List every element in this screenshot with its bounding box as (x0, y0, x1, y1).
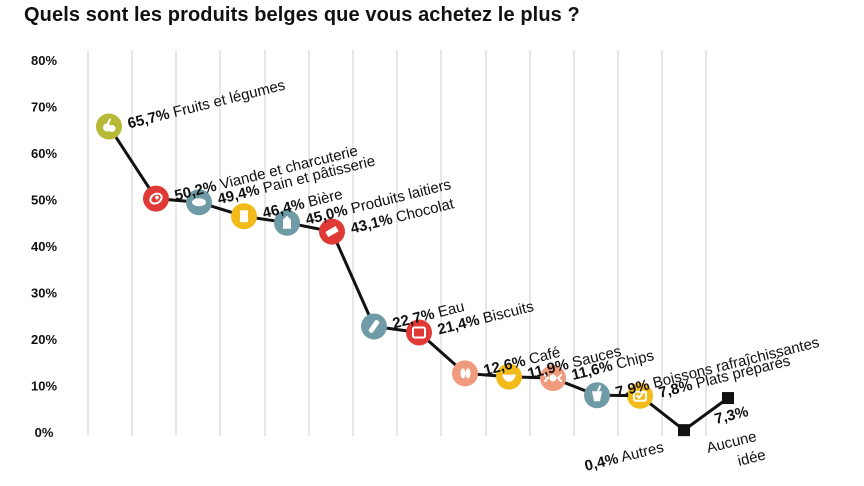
glyph-shape (283, 215, 291, 229)
y-tick-label: 80% (31, 53, 57, 68)
marker-beer-glass-icon[interactable] (231, 203, 257, 230)
square-marker-shape (722, 392, 734, 405)
glyph-shape (460, 368, 466, 379)
grid-lines (87, 50, 707, 436)
y-tick-label: 60% (31, 146, 57, 161)
glyph-shape (108, 124, 116, 132)
data-label-value: 65,7% (126, 106, 171, 133)
marker-soft-drink-icon[interactable] (584, 382, 610, 409)
square-marker-shape (678, 424, 690, 437)
glyph-shape (592, 391, 602, 402)
meat-icon (149, 192, 163, 205)
y-axis: 0% 10% 20% 30% 40% 50% 60% 70% 80% (31, 53, 57, 440)
soft-drink-icon (592, 385, 602, 402)
y-tick-label: 0% (35, 425, 54, 440)
sauce-boat-icon (502, 374, 516, 382)
glyph-shape (149, 192, 163, 205)
bread-icon (192, 198, 206, 207)
y-tick-label: 20% (31, 332, 57, 347)
water-bottle-icon (368, 320, 380, 333)
y-tick-label: 30% (31, 286, 57, 301)
y-tick-label: 70% (31, 100, 57, 115)
milk-carton-icon (283, 215, 291, 229)
chocolate-icon (325, 225, 339, 238)
y-tick-label: 50% (31, 193, 57, 208)
data-label-name: Autres (616, 439, 665, 467)
marker-biscuit-icon[interactable] (406, 319, 432, 346)
glyph-shape (636, 391, 644, 400)
apple-icon (103, 118, 116, 132)
marker-coffee-beans-icon[interactable] (452, 360, 478, 387)
coffee-beans-icon (460, 368, 471, 379)
marker-ready-meal-icon[interactable] (627, 382, 653, 409)
glyph-shape (155, 195, 159, 200)
glyph-shape (633, 390, 647, 402)
glyph-shape (240, 210, 248, 223)
square-marker[interactable] (678, 424, 690, 437)
glyph-shape (412, 326, 426, 339)
data-label-name: Fruits et légumes (167, 77, 287, 122)
marker-chocolate-icon[interactable] (319, 218, 345, 245)
markers (96, 113, 734, 437)
marker-sauce-boat-icon[interactable] (496, 363, 522, 390)
y-tick-label: 10% (31, 379, 57, 394)
glyph-shape (192, 198, 206, 207)
data-label-name: idée (736, 447, 768, 470)
glyph-shape (325, 225, 339, 238)
chart-title: Quels sont les produits belges que vous … (24, 4, 580, 26)
data-label: 65,7% Fruits et légumes (126, 77, 287, 133)
marker-milk-carton-icon[interactable] (274, 209, 300, 236)
glyph-shape (502, 374, 516, 382)
glyph-shape (544, 374, 562, 383)
data-label: 0,4% Autres (583, 439, 666, 475)
marker-bread-icon[interactable] (186, 189, 212, 216)
y-tick-label: 40% (31, 239, 57, 254)
marker-apple-icon[interactable] (96, 113, 122, 140)
data-label-value: 0,4% (583, 450, 620, 475)
chips-icon (544, 374, 562, 383)
biscuit-icon (412, 326, 426, 339)
marker-circle (406, 319, 432, 346)
data-label-name: Eau (432, 298, 466, 322)
marker-chips-icon[interactable] (540, 365, 566, 392)
glyph-shape (107, 118, 111, 125)
marker-water-bottle-icon[interactable] (361, 313, 387, 340)
glyph-shape (549, 374, 557, 382)
glyph-shape (368, 320, 380, 333)
square-marker[interactable] (722, 392, 734, 405)
glyph-shape (465, 368, 471, 379)
glyph-shape (597, 385, 601, 393)
beer-glass-icon (240, 210, 248, 223)
marker-meat-icon[interactable] (143, 185, 169, 212)
ready-meal-icon (633, 390, 647, 402)
